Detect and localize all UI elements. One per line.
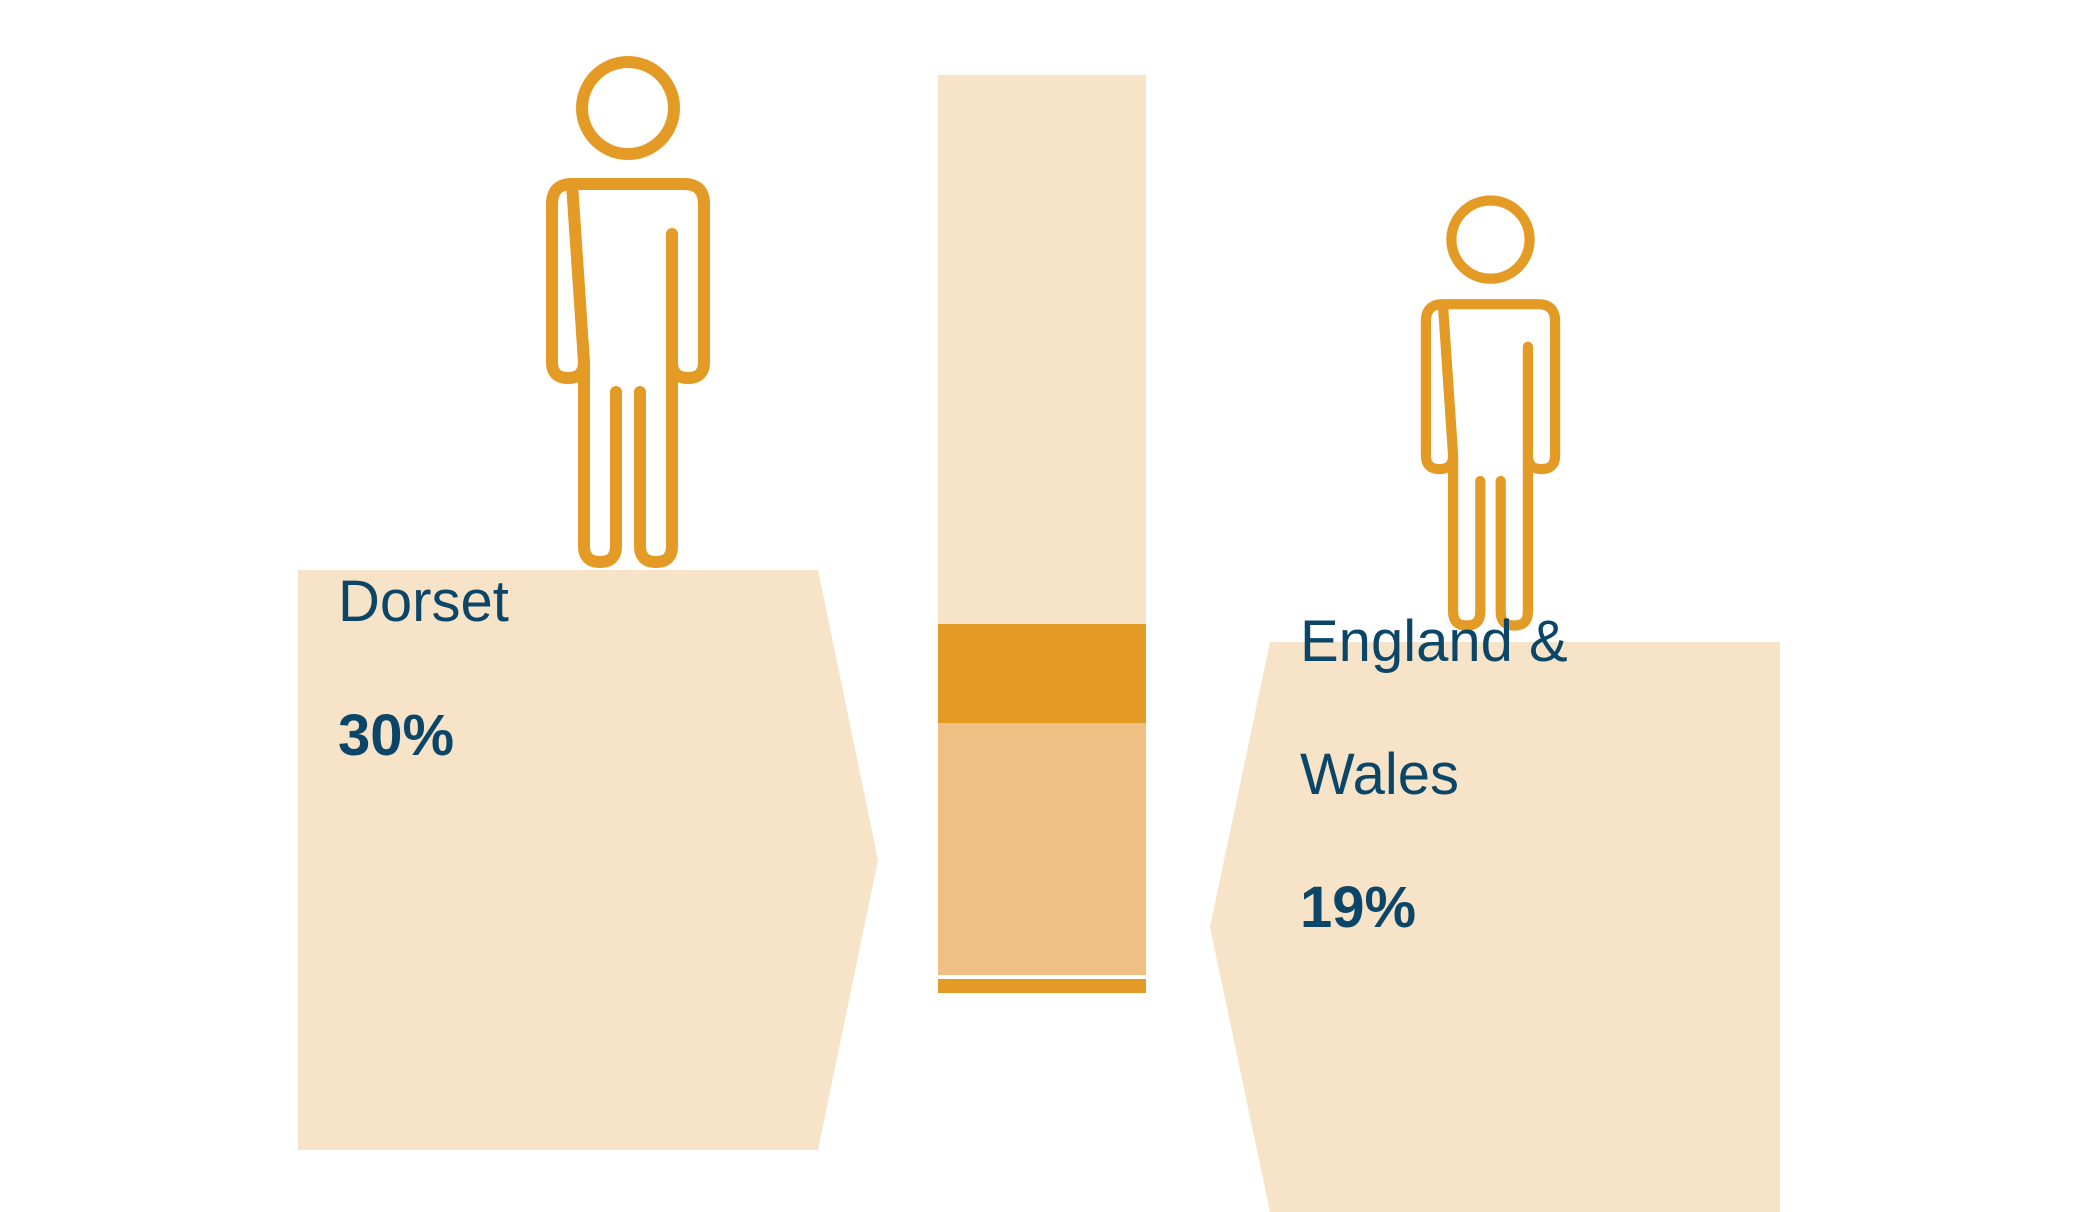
center-bar: [938, 75, 1146, 975]
label-england-wales: England & Wales 19%: [1210, 642, 1780, 842]
bar-underline: [938, 979, 1146, 993]
label-dorset: Dorset 30%: [298, 570, 878, 702]
label-dorset-region: Dorset: [338, 569, 509, 634]
bar-fill-england-wales: [938, 723, 1146, 975]
infographic-canvas: Dorset 30% England & Wales 19%: [0, 0, 2083, 1042]
label-england-wales-percent: 19%: [1300, 875, 1416, 940]
label-dorset-text: Dorset 30%: [338, 503, 798, 770]
label-england-wales-line1: England &: [1300, 609, 1568, 674]
person-icon-dorset: [498, 52, 758, 577]
label-england-wales-line2: Wales: [1300, 742, 1459, 807]
bar-fill-dorset: [938, 624, 1146, 723]
label-dorset-percent: 30%: [338, 703, 454, 768]
label-england-wales-text: England & Wales 19%: [1300, 542, 1740, 942]
